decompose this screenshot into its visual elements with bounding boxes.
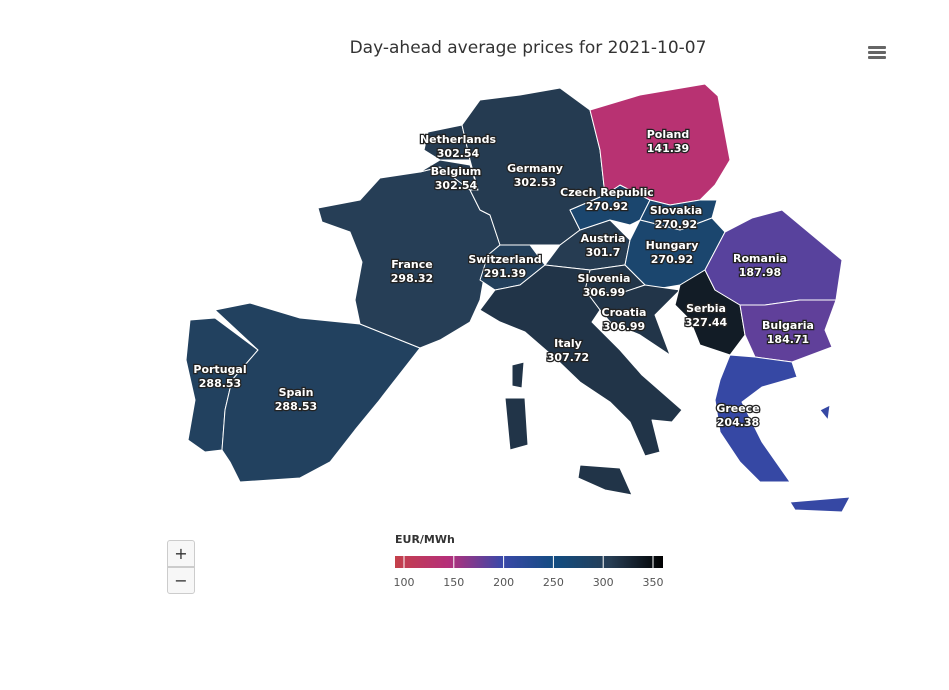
legend-tick-label: 100 [394,576,415,589]
region-name: Spain [279,386,314,399]
region-name: Netherlands [420,133,497,146]
region-value: 307.72 [547,351,589,364]
region-name: Slovenia [578,272,631,285]
legend-tick-label: 200 [493,576,514,589]
regions [185,83,851,513]
menu-bar [868,56,886,59]
region-name: Greece [716,402,759,415]
legend-gradient [395,556,663,568]
region-value: 288.53 [199,377,241,390]
region-value: 288.53 [275,400,317,413]
legend-tick-label: 150 [443,576,464,589]
legend-title: EUR/MWh [395,533,455,546]
region-name: Serbia [686,302,726,315]
menu-bar [868,51,886,54]
region-value: 302.53 [514,176,556,189]
region-name: Italy [554,337,582,350]
region-value: 141.39 [647,142,689,155]
legend-tick-label: 300 [593,576,614,589]
region-name: Switzerland [468,253,541,266]
region-value: 270.92 [586,200,628,213]
zoom-in[interactable]: + [167,540,195,567]
region-name: France [391,258,432,271]
region-name: Austria [581,232,626,245]
region-value: 302.54 [437,147,480,160]
legend-tick-label: 250 [543,576,564,589]
region-value: 301.7 [586,246,621,259]
menu-button[interactable] [868,46,886,59]
region-name: Poland [647,128,690,141]
region [214,302,421,483]
region-value: 184.71 [767,333,809,346]
region-value: 302.54 [435,179,478,192]
region [584,284,681,356]
region-name: Romania [733,252,787,265]
region [739,299,837,363]
region-name: Croatia [602,306,647,319]
region-value: 327.44 [685,316,728,329]
region-value: 204.38 [717,416,759,429]
legend-tick-label: 350 [643,576,664,589]
region-value: 270.92 [655,218,697,231]
region-value: 298.32 [391,272,433,285]
chart-title: Day-ahead average prices for 2021-10-07 [350,38,707,58]
region-value: 306.99 [603,320,645,333]
region-name: Hungary [646,239,699,252]
region-name: Czech Republic [560,186,654,199]
region-name: Portugal [193,363,246,376]
region-value: 187.98 [739,266,781,279]
region-name: Bulgaria [762,319,814,332]
region-name: Germany [507,162,563,175]
region-name: Slovakia [650,204,702,217]
region [479,264,683,496]
region-value: 306.99 [583,286,625,299]
zoom-out[interactable]: − [167,567,195,594]
region [423,124,471,161]
menu-bar [868,46,886,49]
region-value: 291.39 [484,267,526,280]
region-labels: Portugal288.53Spain288.53France298.32Bel… [192,127,815,431]
region-value: 270.92 [651,253,693,266]
region [704,209,843,306]
region [714,354,851,513]
region-name: Belgium [431,165,482,178]
legend: 100 150 200 250 300 350 [394,556,664,589]
